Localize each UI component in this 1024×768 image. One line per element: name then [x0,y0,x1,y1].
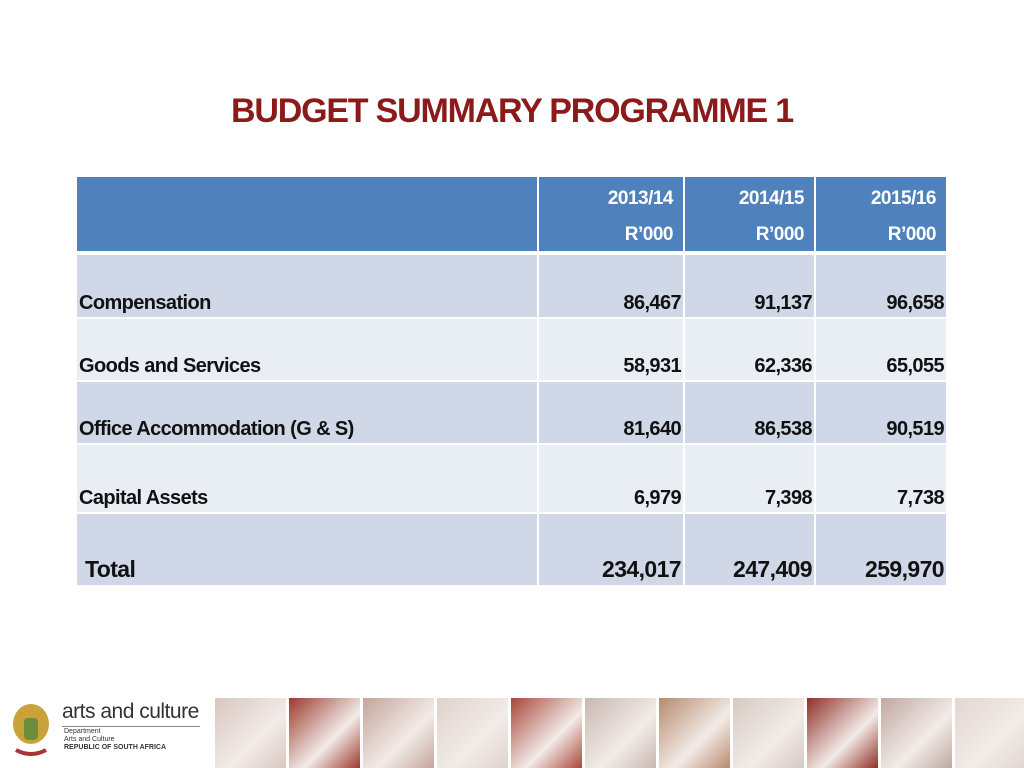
row-label: Office Accommodation (G & S) [77,382,537,443]
photo-tile [215,698,286,768]
header-cell: 2015/16 R’000 [816,177,946,251]
value-cell: 234,017 [539,514,683,585]
coat-of-arms [10,700,52,756]
photo-tile [437,698,508,768]
coat-of-arms-icon [13,704,49,756]
department: Department Arts and Culture REPUBLIC OF SO… [64,728,166,752]
value-cell: 96,658 [816,255,946,317]
row-label: Compensation [77,255,537,317]
dept-line: Department [64,728,101,735]
value-cell: 86,538 [685,382,814,443]
value-cell: 90,519 [816,382,946,443]
row-label: Capital Assets [77,445,537,512]
header-cell [77,177,537,251]
year: 2015/16 [870,188,937,209]
value-cell: 62,336 [685,319,814,380]
photo-tile [733,698,804,768]
year: 2014/15 [738,188,805,209]
photo-tile [955,698,1024,768]
header-cell: 2014/15 R’000 [685,177,814,251]
photo-tile [289,698,360,768]
dept-line: Arts and Culture [64,736,115,743]
year: 2013/14 [607,188,674,209]
country: REPUBLIC OF SOUTH AFRICA [64,744,167,751]
value-cell: 7,398 [685,445,814,512]
value-cell: 86,467 [539,255,683,317]
unit: R’000 [755,224,805,245]
row-label: Goods and Services [77,319,537,380]
unit: R’000 [624,224,674,245]
value-cell: 259,970 [816,514,946,585]
photo-tile [881,698,952,768]
value-cell: 247,409 [685,514,814,585]
photo-tile [363,698,434,768]
photo-tile [807,698,878,768]
unit: R’000 [887,224,937,245]
value-cell: 7,738 [816,445,946,512]
divider [62,726,200,727]
slide-title: BUDGET SUMMARY PROGRAMME 1 [231,92,794,130]
photo-tile [659,698,730,768]
value-cell: 81,640 [539,382,683,443]
photo-tile [585,698,656,768]
value-cell: 6,979 [539,445,683,512]
value-cell: 91,137 [685,255,814,317]
value-cell: 58,931 [539,319,683,380]
brand: arts and culture [62,700,199,723]
header-cell: 2013/14 R’000 [539,177,683,251]
value-cell: 65,055 [816,319,946,380]
row-label: Total [77,514,537,585]
photo-tile [511,698,582,768]
